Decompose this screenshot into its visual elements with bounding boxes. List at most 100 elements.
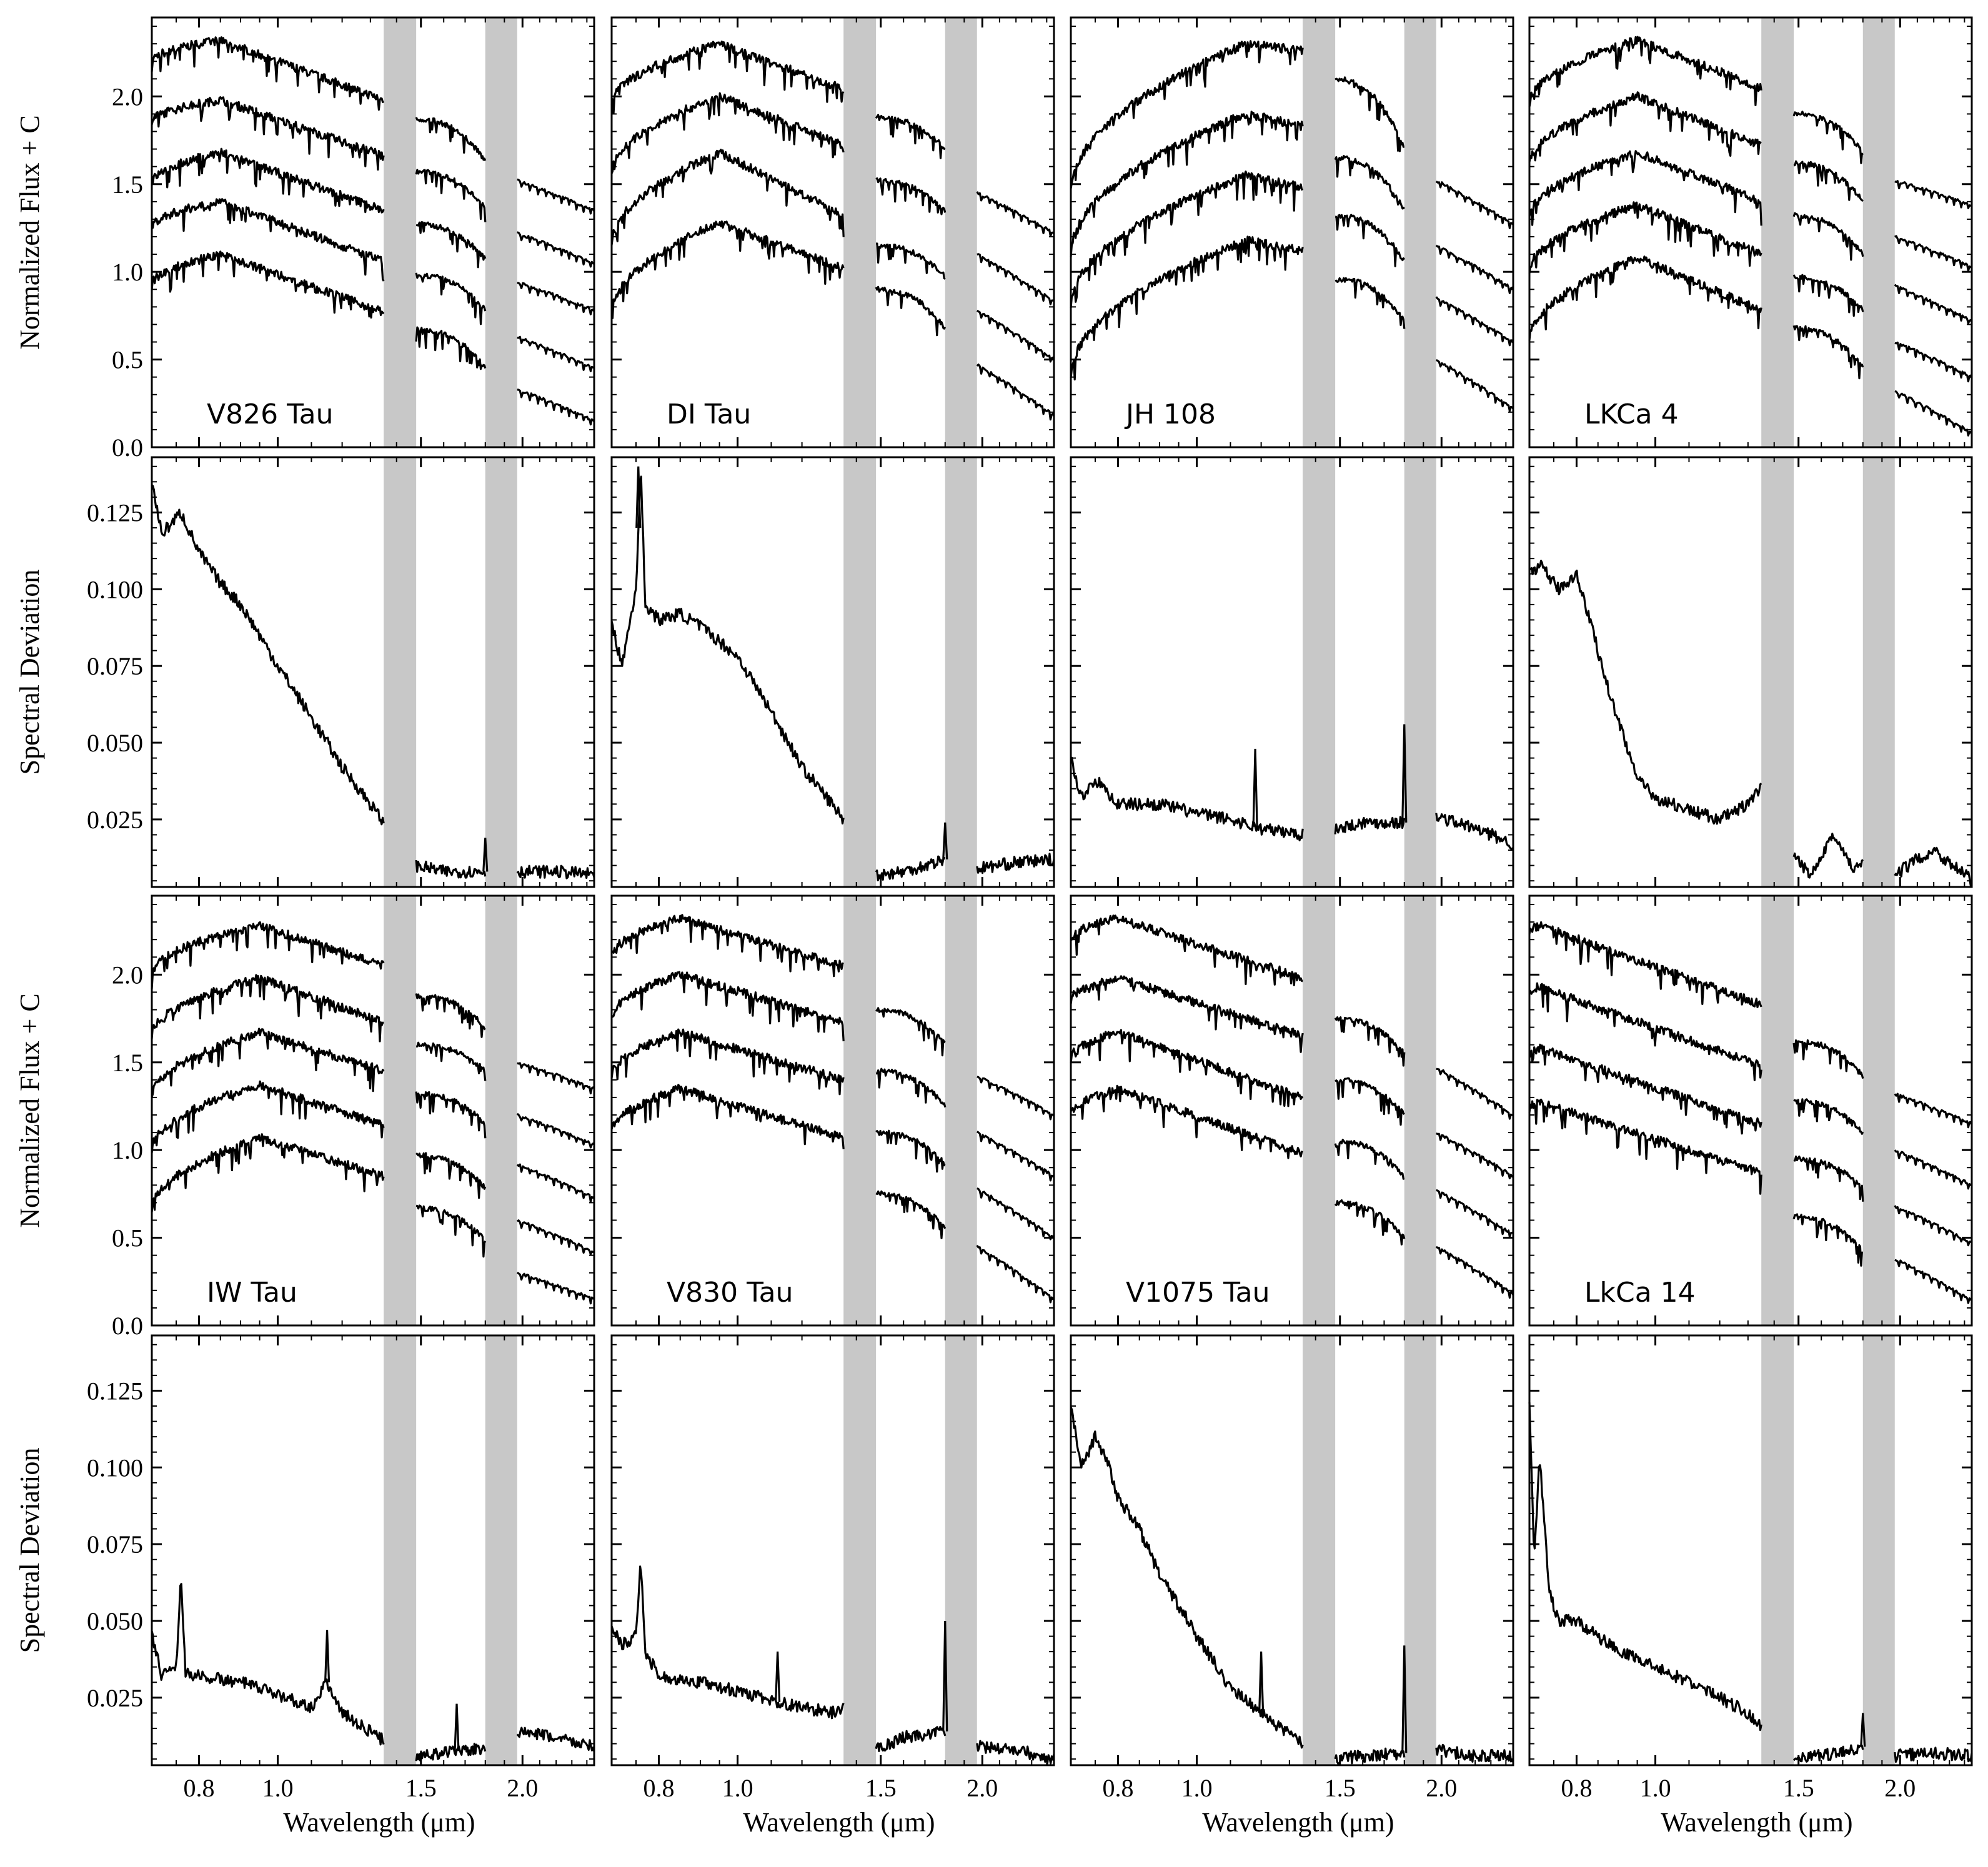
deviation-panel-v830-tau: 0.8 1.0 1.5 2.0 bbox=[610, 1334, 1055, 1802]
deviation-segment bbox=[1334, 1747, 1406, 1765]
flux-h-band-segment bbox=[415, 221, 487, 269]
flux-visible-segment bbox=[1528, 1043, 1762, 1135]
flux-h-band-segment bbox=[1334, 1199, 1406, 1245]
flux-h-band-segment bbox=[875, 285, 947, 337]
telluric-gap-band bbox=[1303, 457, 1336, 887]
panel-frame bbox=[610, 1334, 1055, 1766]
telluric-gap-band bbox=[1761, 457, 1794, 887]
flux-panel-lkca-4: LKCa 4 bbox=[1528, 16, 1973, 448]
y-tick-label: 0.100 bbox=[87, 1453, 143, 1482]
telluric-gap-band bbox=[1303, 17, 1336, 447]
flux-k-band-segment bbox=[1436, 1189, 1514, 1238]
deviation-panel-jh-108 bbox=[1070, 456, 1514, 888]
deviation-spike bbox=[482, 838, 489, 872]
flux-panel-di-tau: DI Tau bbox=[610, 16, 1055, 448]
flux-visible-segment bbox=[1070, 1084, 1303, 1159]
deviation-panel-lkca-4 bbox=[1528, 456, 1973, 888]
flux-k-band-segment bbox=[1894, 1092, 1973, 1129]
flux-h-band-segment bbox=[1792, 111, 1864, 164]
telluric-gap-band bbox=[945, 1335, 977, 1765]
flux-visible-segment bbox=[610, 149, 845, 245]
panel-frame bbox=[1528, 1334, 1973, 1766]
flux-h-band-segment bbox=[415, 993, 486, 1038]
flux-h-band-segment bbox=[1792, 325, 1864, 380]
flux-k-band-segment bbox=[1894, 1205, 1972, 1247]
deviation-segment bbox=[875, 855, 946, 881]
flux-panel-lkca-14: LkCa 14 bbox=[1528, 894, 1973, 1327]
x-tick-label: 1.0 bbox=[722, 1774, 753, 1802]
flux-k-band-segment bbox=[517, 389, 595, 426]
flux-visible-segment bbox=[1070, 171, 1304, 309]
flux-h-band-segment bbox=[875, 177, 947, 215]
flux-h-band-segment bbox=[875, 1129, 946, 1173]
flux-visible-segment bbox=[1529, 982, 1762, 1081]
flux-h-band-segment bbox=[1793, 1155, 1864, 1202]
flux-k-band-segment bbox=[1894, 180, 1972, 209]
deviation-segment bbox=[1529, 560, 1762, 825]
deviation-segment bbox=[151, 484, 385, 826]
flux-k-band-segment bbox=[977, 1076, 1055, 1121]
deviation-segment bbox=[610, 1565, 845, 1720]
x-tick-label: 1.0 bbox=[1181, 1774, 1213, 1802]
telluric-gap-band bbox=[1761, 896, 1794, 1325]
telluric-gap-band bbox=[384, 896, 417, 1325]
y-tick-label: 0.025 bbox=[87, 806, 143, 834]
deviation-segment bbox=[610, 475, 845, 825]
flux-visible-segment bbox=[151, 974, 384, 1042]
deviation-spike bbox=[775, 1652, 781, 1702]
deviation-segment bbox=[415, 859, 487, 879]
x-axis-label: Wavelength (μm) bbox=[1202, 1807, 1394, 1838]
deviation-segment bbox=[1894, 846, 1973, 886]
flux-visible-segment bbox=[1070, 235, 1304, 381]
flux-k-band-segment bbox=[1435, 1245, 1514, 1299]
telluric-gap-band bbox=[384, 17, 417, 447]
flux-k-band-segment bbox=[976, 191, 1055, 237]
deviation-segment bbox=[1435, 1743, 1514, 1763]
deviation-spike bbox=[1860, 1713, 1866, 1747]
flux-k-band-segment bbox=[977, 309, 1055, 363]
star-name-label: V826 Tau bbox=[207, 399, 334, 430]
flux-visible-segment bbox=[151, 36, 385, 111]
flux-k-band-segment bbox=[1894, 341, 1973, 383]
flux-k-band-segment bbox=[517, 335, 595, 372]
x-tick-label: 0.8 bbox=[1561, 1774, 1592, 1802]
telluric-gap-band bbox=[843, 457, 877, 887]
deviation-segment bbox=[976, 853, 1055, 874]
telluric-gap-band bbox=[843, 17, 877, 447]
telluric-gap-band bbox=[1862, 896, 1895, 1325]
y-tick-label: 2.0 bbox=[112, 82, 143, 111]
deviation-panel-v1075-tau: 0.8 1.0 1.5 2.0 bbox=[1070, 1334, 1514, 1802]
deviation-segment bbox=[151, 1583, 385, 1746]
y-axis-label: Normalized Flux + C bbox=[14, 993, 45, 1228]
flux-visible-segment bbox=[1528, 201, 1762, 274]
flux-panel-jh-108: JH 108 bbox=[1070, 16, 1514, 448]
flux-k-band-segment bbox=[517, 282, 595, 315]
flux-visible-segment bbox=[151, 1080, 385, 1154]
flux-visible-segment bbox=[610, 971, 845, 1042]
panel-frame bbox=[610, 16, 1055, 448]
flux-h-band-segment bbox=[1793, 1098, 1864, 1135]
telluric-gap-band bbox=[485, 1335, 517, 1765]
flux-visible-segment bbox=[1528, 921, 1762, 1009]
flux-k-band-segment bbox=[1435, 296, 1514, 347]
y-tick-label: 0.0 bbox=[112, 433, 143, 462]
deviation-segment bbox=[1435, 813, 1514, 851]
deviation-panel-di-tau bbox=[610, 456, 1055, 888]
flux-k-band-segment bbox=[1436, 359, 1514, 412]
star-name-label: V1075 Tau bbox=[1126, 1277, 1270, 1309]
flux-k-band-segment bbox=[977, 1187, 1055, 1241]
star-name-label: LkCa 14 bbox=[1584, 1277, 1696, 1309]
y-tick-label: 0.050 bbox=[87, 729, 143, 757]
flux-k-band-segment bbox=[1894, 390, 1973, 437]
panel-frame bbox=[151, 456, 595, 888]
flux-visible-segment bbox=[151, 1028, 385, 1098]
y-tick-label: 1.0 bbox=[112, 258, 143, 286]
x-axis-label: Wavelength (μm) bbox=[283, 1807, 475, 1838]
flux-k-band-segment bbox=[1436, 1067, 1514, 1120]
telluric-gap-band bbox=[1862, 457, 1895, 887]
deviation-segment bbox=[1070, 756, 1304, 841]
x-axis-label: Wavelength (μm) bbox=[1661, 1807, 1852, 1838]
flux-h-band-segment bbox=[415, 1091, 487, 1139]
flux-visible-segment bbox=[151, 250, 385, 319]
